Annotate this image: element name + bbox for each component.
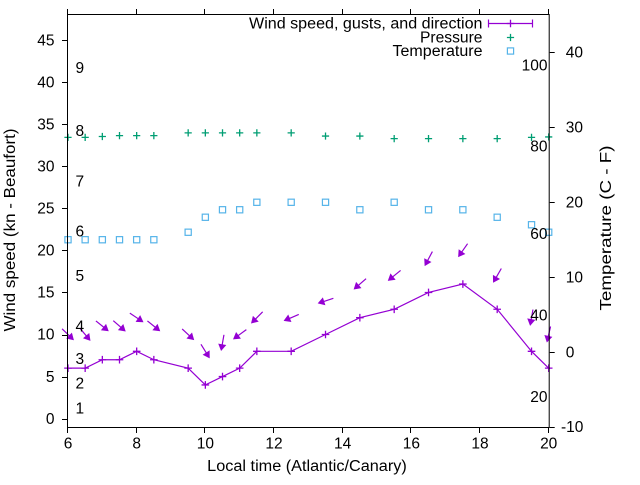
left-axis-title: Wind speed (kn - Beaufort) bbox=[2, 129, 19, 332]
svg-text:20: 20 bbox=[566, 194, 584, 211]
legend: Wind speed, gusts, and direction Pressur… bbox=[249, 16, 534, 60]
svg-text:5: 5 bbox=[46, 369, 55, 386]
svg-text:0: 0 bbox=[566, 344, 575, 361]
svg-text:-10: -10 bbox=[561, 419, 584, 436]
svg-text:20: 20 bbox=[530, 389, 548, 406]
svg-text:40: 40 bbox=[566, 45, 584, 62]
legend-samples bbox=[487, 19, 534, 55]
svg-text:3: 3 bbox=[76, 351, 85, 368]
svg-text:16: 16 bbox=[403, 436, 420, 453]
svg-text:100: 100 bbox=[522, 57, 548, 74]
temperature-series bbox=[64, 198, 553, 244]
svg-text:15: 15 bbox=[37, 285, 54, 302]
pressure-series bbox=[64, 129, 553, 143]
svg-text:10: 10 bbox=[566, 269, 584, 286]
svg-text:1: 1 bbox=[76, 401, 85, 418]
svg-text:10: 10 bbox=[37, 327, 55, 344]
svg-text:6: 6 bbox=[64, 436, 73, 453]
svg-text:80: 80 bbox=[530, 138, 548, 155]
svg-text:2: 2 bbox=[76, 375, 85, 392]
svg-text:10: 10 bbox=[197, 436, 215, 453]
svg-text:40: 40 bbox=[530, 308, 548, 325]
svg-text:40: 40 bbox=[37, 74, 55, 91]
svg-text:25: 25 bbox=[37, 201, 54, 218]
beaufort-scale-labels: 1 2 3 4 5 6 7 8 9 bbox=[76, 60, 85, 418]
gust-direction-arrows bbox=[61, 243, 553, 359]
svg-text:8: 8 bbox=[76, 123, 85, 140]
svg-text:20: 20 bbox=[540, 436, 558, 453]
svg-text:35: 35 bbox=[37, 117, 54, 134]
axis-tick-labels: 6 8 10 12 14 16 18 20051015202530354045-1001020… bbox=[37, 32, 584, 452]
svg-text:9: 9 bbox=[76, 60, 85, 77]
svg-text:7: 7 bbox=[76, 174, 85, 191]
svg-text:14: 14 bbox=[334, 436, 352, 453]
wind-speed-series bbox=[64, 280, 553, 389]
svg-text:30: 30 bbox=[37, 159, 55, 176]
svg-text:30: 30 bbox=[566, 120, 584, 137]
svg-text:0: 0 bbox=[46, 411, 55, 428]
svg-text:8: 8 bbox=[132, 436, 141, 453]
svg-text:12: 12 bbox=[265, 436, 282, 453]
legend-label-wind: Wind speed, gusts, and direction bbox=[249, 16, 483, 33]
svg-text:4: 4 bbox=[76, 318, 85, 335]
svg-text:45: 45 bbox=[37, 32, 54, 49]
legend-label-temperature: Temperature bbox=[393, 43, 483, 60]
svg-text:60: 60 bbox=[530, 226, 548, 243]
fahrenheit-scale-labels: 20 40 60 80 100 bbox=[522, 57, 548, 406]
svg-text:18: 18 bbox=[471, 436, 488, 453]
plot-border bbox=[67, 14, 550, 428]
x-axis-title: Local time (Atlantic/Canary) bbox=[207, 458, 407, 475]
svg-text:5: 5 bbox=[76, 268, 85, 285]
right-axis-title: Temperature (C - F) bbox=[598, 146, 615, 311]
legend-label-pressure: Pressure bbox=[420, 30, 483, 47]
axis-ticks bbox=[62, 9, 555, 433]
svg-text:20: 20 bbox=[37, 243, 55, 260]
svg-text:6: 6 bbox=[76, 223, 85, 240]
